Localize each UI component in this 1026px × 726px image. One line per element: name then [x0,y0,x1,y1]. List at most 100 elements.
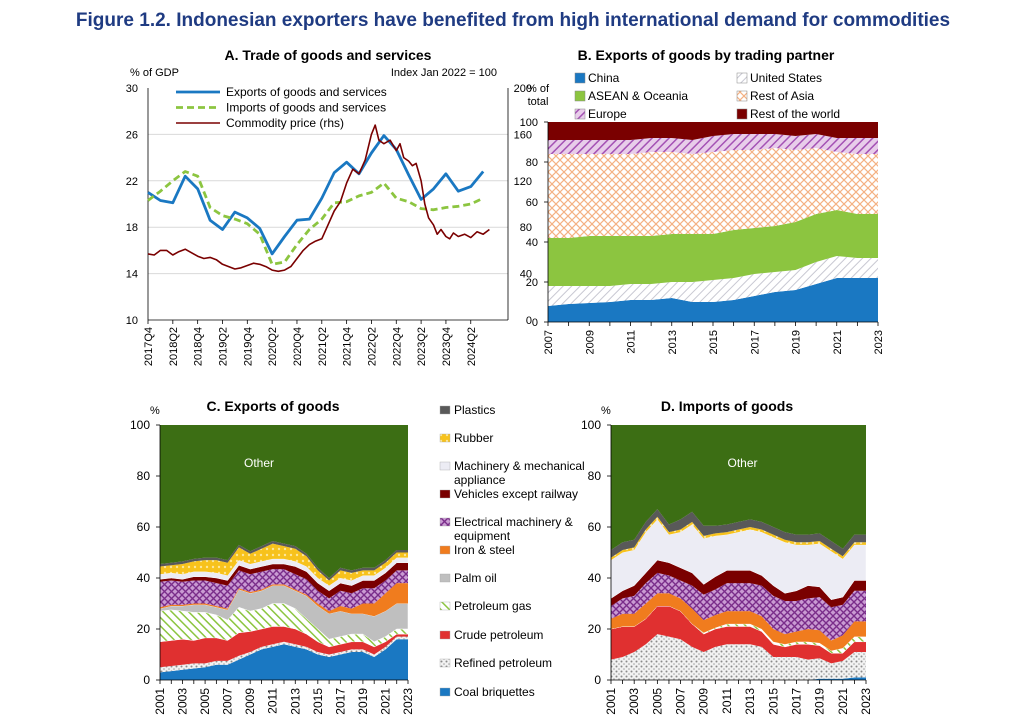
panel-d-y-tick: 40 [588,571,602,585]
panel-a-trade-chart: A. Trade of goods and services % of GDP In… [126,47,532,366]
legend-cd-label: Plastics [454,403,495,417]
panel-b-area-united-states [548,256,878,306]
panel-a-x-tick: 2019Q2 [217,327,229,366]
panel-a-x-tick: 2018Q2 [168,327,180,366]
panel-b-x-tick: 2009 [584,330,596,354]
legend-cd-swatch [439,461,451,471]
panel-b-area-europe [548,134,878,154]
panel-c-x-tick: 2007 [221,688,235,715]
panel-a-left-tick: 30 [126,83,138,95]
panel-d-x-tick: 2007 [674,688,688,715]
panel-d-y-tick: 20 [588,622,602,636]
panel-c-area-machinery-mechanical-appliance [159,557,409,592]
panel-a-x-tick: 2022Q2 [366,327,378,366]
legend-cd-label-line: Electrical machinery & [454,515,573,529]
panel-a-right-tick: 200 [514,83,532,95]
legend-cd-label: Machinery & mechanical appliance [454,459,585,487]
legend-cd-label: Vehicles except railway [454,487,578,501]
panel-d-area-rubber [611,516,866,561]
legend-cd-swatch [439,687,451,697]
panel-d-x-tick: 2003 [627,688,641,715]
panel-b-legend-swatch [736,72,748,84]
panel-c-exports-chart: C. Exports of goods% 0 20 40 60 80 100 2001 2003… [130,398,585,715]
legend-cd-swatch [439,545,451,555]
panel-a-right-tick: 120 [514,176,532,188]
panel-d-x-tick: 2009 [697,688,711,715]
panel-c-other-annotation: Other [244,456,274,470]
panel-b-x-tick: 2023 [873,330,885,354]
panel-d-other-annotation: Other [727,456,757,470]
panel-c-x-tick: 2017 [333,688,347,715]
panel-a-series-line-2 [147,124,490,273]
legend-cd-label-line: equipment [454,529,511,543]
panel-c-x-tick: 2013 [288,688,302,715]
panel-c-x-tick: 2021 [378,688,392,715]
panel-c-axis-label: % [150,405,160,417]
panel-b-area-asean-oceania [548,210,878,286]
panel-c-x-tick: 2003 [176,688,190,715]
panel-b-y-tick: 40 [526,237,538,249]
panel-c-x-tick: 2011 [266,688,280,714]
panel-a-x-tick: 2021Q4 [342,327,354,366]
panel-a-right-tick: 160 [514,129,532,141]
panel-b-y-tick: 100 [520,117,538,129]
panel-c-y-tick: 100 [130,418,150,432]
panel-a-legend-label: Imports of goods and services [226,101,386,115]
panel-b-legend-swatch [574,90,586,102]
panel-b-partner-chart: B. Exports of goods by trading partner % … [520,47,885,354]
panel-c-x-tick: 2001 [153,688,167,715]
panel-d-area-plastics [611,509,866,558]
legend-cd-label-line: appliance [454,473,506,487]
panel-b-x-tick: 2007 [543,330,555,354]
panel-a-left-tick: 10 [126,315,138,327]
panel-b-legend-label: ASEAN & Oceania [588,89,688,103]
panel-b-legend-label: Rest of Asia [750,89,814,103]
figure-title: Figure 1.2. Indonesian exporters have be… [75,10,951,31]
legend-cd-swatch [439,658,451,668]
panel-c-y-tick: 20 [137,622,151,636]
panel-b-legend-label: United States [750,71,822,85]
panel-b-y-tick: 0 [532,317,538,329]
panel-c-area-crude-petroleum [160,626,408,668]
legend-cd-label: Electrical machinery & equipment [454,515,573,543]
panel-a-series-line-1 [147,170,484,266]
legend-cd-swatch [439,489,451,499]
panel-d-area-other [611,425,866,550]
panel-a-x-tick: 2023Q4 [441,327,453,366]
panel-a-x-tick: 2018Q4 [193,327,205,366]
legend-cd-swatch [439,573,451,583]
panel-a-left-axis-label: % of GDP [130,67,179,79]
panel-a-legend-label: Exports of goods and services [226,85,387,99]
panel-a-left-tick: 26 [126,129,138,141]
panel-a-x-tick: 2020Q4 [292,327,304,366]
panel-b-area-china [548,278,878,322]
legend-cd-label: Coal briquettes [454,685,535,699]
panel-c-area-other [160,425,408,578]
panel-c-y-tick: 60 [137,520,151,534]
panel-b-area-rest-of-asia [548,148,878,238]
panel-d-x-tick: 2019 [813,688,827,715]
panel-c-area-electrical-machinery-equipment [160,569,408,612]
panel-d-imports-chart: D. Imports of goods% 0 20 40 60 80 100 2001 2003… [581,398,873,715]
panel-a-series-line-0 [147,134,485,256]
panel-a-x-tick: 2019Q4 [242,327,254,366]
panel-c-area-plastics [160,541,408,581]
panel-c-title: C. Exports of goods [207,398,340,414]
legend-cd-swatch [439,601,451,611]
panel-b-legend-swatch [574,72,586,84]
panel-d-y-tick: 100 [581,418,601,432]
panel-a-left-tick: 22 [126,176,138,188]
panel-a-legend-label: Commodity price (rhs) [226,116,344,130]
panel-a-right-tick: 40 [520,269,532,281]
legend-cd-label: Refined petroleum [454,656,552,670]
panel-d-y-tick: 0 [594,673,601,687]
panel-b-y-tick: 20 [526,277,538,289]
legend-cd-label: Petroleum gas [454,599,531,613]
panel-a-x-tick: 2024Q2 [466,327,478,366]
panel-d-x-tick: 2001 [604,688,618,715]
panel-b-y-tick: 80 [526,157,538,169]
panel-b-legend-swatch [736,90,748,102]
legend-cd-label: Iron & steel [454,543,515,557]
legend-cd-label: Crude petroleum [454,628,543,642]
legend-cd-swatch [439,517,451,527]
